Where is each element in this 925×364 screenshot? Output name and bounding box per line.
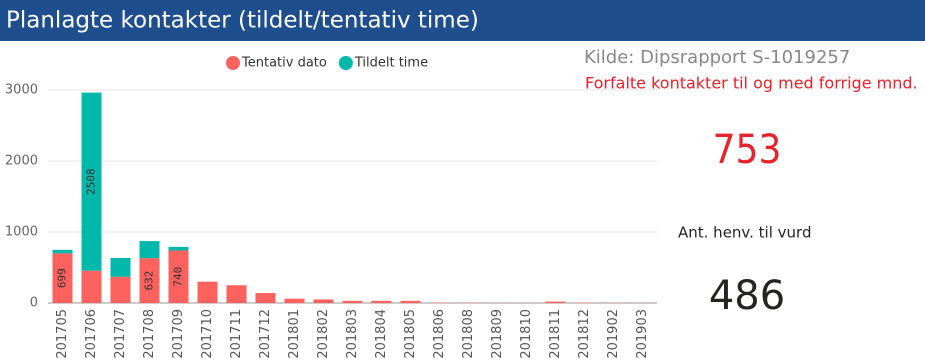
x-tick-label: 201712	[258, 309, 273, 359]
y-tick-label: 3000	[5, 83, 38, 98]
header-bar	[0, 0, 925, 41]
bar-segment	[284, 298, 305, 303]
data-label: 740	[172, 267, 185, 287]
data-label: 2508	[85, 168, 98, 195]
x-tick-label: 201710	[200, 309, 215, 359]
x-tick-label: 201810	[519, 309, 534, 359]
bar-segment	[255, 293, 276, 303]
bar-segment	[313, 299, 334, 303]
x-tick-label: 201812	[577, 309, 592, 359]
bar-segment	[110, 276, 131, 303]
kpi-value: 753	[713, 127, 782, 173]
x-tick-label: 201903	[635, 309, 650, 359]
kpi-label: Ant. henv. til vurd	[678, 224, 811, 242]
chart-title: Planlagte kontakter (tildelt/tentativ ti…	[6, 8, 479, 34]
source: Kilde: Dipsrapport S-1019257	[584, 47, 850, 68]
x-tick-label: 201802	[316, 309, 331, 359]
kpi-value: 486	[709, 273, 785, 319]
x-tick-label: 201801	[287, 309, 302, 359]
y-tick-label: 0	[30, 296, 38, 311]
x-tick-label: 201809	[490, 309, 505, 359]
x-tick-label: 201808	[461, 309, 476, 359]
data-label: 632	[143, 271, 156, 291]
x-tick-label: 201811	[548, 309, 563, 359]
bar-segment	[371, 300, 392, 303]
x-tick-label: 201709	[171, 309, 186, 359]
y-tick-label: 1000	[5, 225, 38, 240]
legend-marker	[338, 56, 353, 70]
bar-segment	[139, 258, 160, 303]
data-label: 699	[56, 268, 69, 288]
legend-marker	[226, 56, 240, 70]
x-tick-label: 201803	[345, 309, 360, 359]
legend-label: Tentativ dato	[241, 56, 327, 71]
bar-segment	[168, 250, 189, 303]
legend-label: Tildelt time	[354, 56, 428, 71]
x-tick-label: 201707	[113, 309, 128, 359]
bar-segment	[139, 241, 160, 259]
x-tick-label: 201708	[142, 309, 157, 359]
y-tick-label: 2000	[5, 154, 38, 169]
bar-segment	[81, 92, 102, 271]
kpi-label: Forfalte kontakter til og med forrige mn…	[585, 74, 918, 93]
bar-segment	[52, 249, 73, 254]
bar-segment	[52, 253, 73, 303]
x-tick-label: 201804	[374, 309, 389, 359]
bar-segment	[81, 270, 102, 303]
bar-segment	[545, 301, 566, 303]
bar-segment	[226, 285, 247, 303]
bar-segment	[400, 300, 421, 303]
bar-segment	[110, 257, 131, 277]
x-tick-label: 201706	[84, 309, 99, 359]
x-tick-label: 201805	[403, 309, 418, 359]
x-tick-label: 201705	[55, 309, 70, 359]
bar-segment	[342, 300, 363, 303]
x-tick-label: 201806	[432, 309, 447, 359]
x-tick-label: 201902	[606, 309, 621, 359]
bar-segment	[197, 281, 218, 303]
x-tick-label: 201711	[229, 309, 244, 359]
bar-segment	[168, 246, 189, 251]
